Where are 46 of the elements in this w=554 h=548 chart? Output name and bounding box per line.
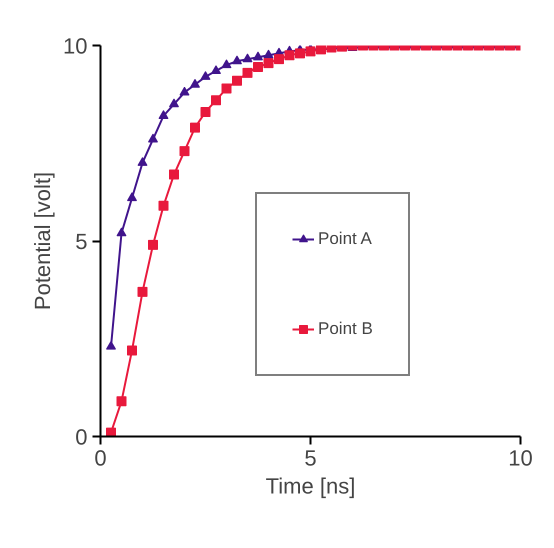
x-tick-label: 5 bbox=[304, 446, 317, 470]
point bbox=[264, 58, 274, 68]
point bbox=[190, 122, 200, 133]
legend-label: Point A bbox=[318, 229, 372, 249]
point bbox=[106, 340, 116, 350]
y-tick-label: 10 bbox=[63, 34, 88, 58]
point bbox=[138, 157, 148, 166]
point bbox=[253, 52, 263, 60]
point bbox=[242, 68, 252, 78]
point bbox=[158, 200, 168, 211]
point bbox=[222, 59, 232, 68]
point bbox=[253, 62, 263, 72]
point bbox=[222, 84, 232, 94]
y-axis-title: Potential [volt] bbox=[30, 172, 56, 310]
point bbox=[190, 78, 200, 88]
y-tick-label: 0 bbox=[75, 424, 88, 450]
point bbox=[116, 227, 126, 236]
point bbox=[232, 55, 242, 64]
point bbox=[106, 428, 116, 436]
x-axis-title: Time [ns] bbox=[266, 474, 356, 498]
point bbox=[242, 53, 252, 62]
point bbox=[180, 146, 190, 156]
point bbox=[116, 396, 126, 406]
point bbox=[169, 98, 179, 108]
point bbox=[211, 95, 221, 106]
point bbox=[211, 65, 221, 74]
point bbox=[200, 106, 210, 117]
x-tick-label: 0 bbox=[94, 446, 107, 470]
legend-label: Point B bbox=[318, 319, 373, 339]
point bbox=[200, 71, 210, 80]
y-tick-label: 5 bbox=[75, 229, 88, 254]
point bbox=[180, 86, 190, 96]
point bbox=[138, 286, 148, 297]
point bbox=[127, 192, 137, 202]
point bbox=[127, 345, 137, 356]
point bbox=[148, 240, 158, 250]
point bbox=[148, 134, 158, 142]
point bbox=[295, 48, 305, 58]
point bbox=[274, 54, 284, 64]
point bbox=[232, 76, 242, 86]
point bbox=[284, 50, 294, 60]
point bbox=[306, 46, 316, 56]
point bbox=[264, 50, 274, 58]
point bbox=[169, 170, 179, 180]
point bbox=[158, 110, 168, 119]
x-tick-label: 10 bbox=[508, 446, 533, 470]
